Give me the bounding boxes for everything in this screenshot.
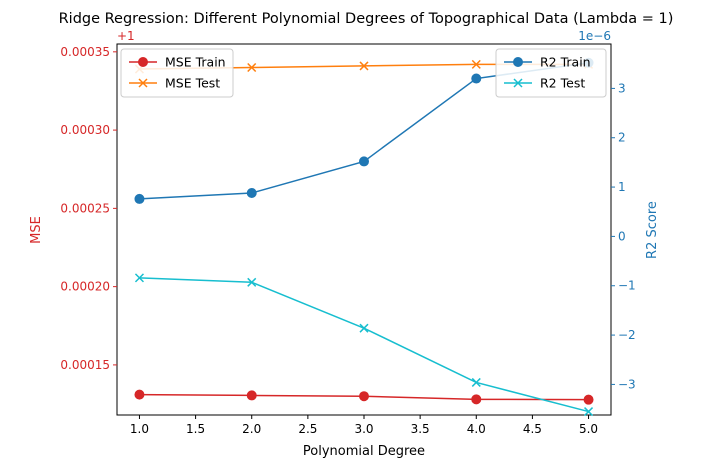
x-axis: 1.0 1.5 2.0 2.5 3.0 3.5 4.0 4.5 5.0 bbox=[130, 415, 598, 436]
legend-r2: R2 Train R2 Test bbox=[495, 48, 607, 98]
y-right-tick-label: 3 bbox=[618, 81, 626, 95]
r2-train-point bbox=[471, 73, 482, 84]
mse-test-point bbox=[471, 59, 481, 69]
chart-title: Ridge Regression: Different Polynomial D… bbox=[59, 11, 674, 27]
legend-mse: MSE Train MSE Test bbox=[120, 48, 234, 98]
mse-train-point bbox=[359, 391, 369, 402]
y-left-tick-label: 0.00035 bbox=[60, 45, 110, 59]
x-tick-label: 4.0 bbox=[467, 422, 486, 436]
y-right-tick-label: −3 bbox=[618, 377, 636, 391]
x-tick-label: 4.5 bbox=[523, 422, 542, 436]
y-right-tick-label: 1 bbox=[618, 180, 626, 194]
legend-label-mse-test: MSE Test bbox=[165, 76, 220, 91]
y-left-tick-label: 0.00025 bbox=[60, 201, 110, 215]
y-left-tick-label: 0.00030 bbox=[60, 123, 110, 137]
legend-marker-mse-train bbox=[138, 57, 148, 67]
mse-train-point bbox=[246, 390, 257, 401]
y-axis-left: 0.00015 0.00020 0.00025 0.00030 0.00035 bbox=[60, 45, 117, 372]
mse-train-point bbox=[471, 394, 482, 405]
r2-test-point bbox=[359, 323, 369, 333]
y-axis-right: −3 −2 −1 0 1 2 3 bbox=[611, 81, 636, 391]
x-tick-label: 2.5 bbox=[298, 422, 317, 436]
r2-test-point bbox=[247, 277, 257, 287]
plot-area bbox=[116, 43, 612, 416]
legend-marker-r2-test bbox=[513, 78, 523, 88]
x-tick-label: 3.5 bbox=[411, 422, 430, 436]
x-tick-label: 1.0 bbox=[130, 422, 149, 436]
mse-test-point bbox=[359, 61, 369, 71]
x-tick-label: 2.0 bbox=[242, 422, 261, 436]
y-right-tick-label: −1 bbox=[618, 279, 636, 293]
y-right-tick-label: −2 bbox=[618, 328, 636, 342]
y-right-tick-label: 0 bbox=[618, 229, 626, 243]
series-layer bbox=[134, 57, 594, 417]
y-axis-left-label: MSE bbox=[29, 216, 44, 244]
r2-train-point bbox=[246, 187, 257, 198]
series-r2-test bbox=[134, 273, 594, 417]
legend-label-r2-train: R2 Train bbox=[540, 55, 591, 70]
r2-train-point bbox=[134, 193, 145, 204]
series-mse-train bbox=[134, 389, 594, 405]
legend-marker-mse-test bbox=[138, 78, 148, 88]
x-axis-label: Polynomial Degree bbox=[303, 444, 425, 459]
x-tick-label: 5.0 bbox=[579, 422, 598, 436]
legend-label-mse-train: MSE Train bbox=[165, 55, 226, 70]
y-right-tick-label: 2 bbox=[618, 131, 626, 145]
r2-test-point bbox=[584, 407, 594, 417]
y-axis-right-offset: 1e−6 bbox=[578, 29, 611, 43]
mse-train-point bbox=[134, 389, 145, 400]
legend-box bbox=[495, 48, 607, 98]
legend-marker-r2-train bbox=[513, 57, 523, 67]
y-axis-right-label: R2 Score bbox=[645, 201, 660, 259]
legend-label-r2-test: R2 Test bbox=[540, 76, 585, 91]
x-tick-label: 1.5 bbox=[186, 422, 205, 436]
legend-box bbox=[120, 48, 234, 98]
y-axis-left-offset: +1 bbox=[117, 29, 135, 43]
mse-test-point bbox=[247, 62, 257, 73]
y-left-tick-label: 0.00015 bbox=[60, 358, 110, 372]
mse-train-point bbox=[583, 394, 594, 405]
r2-train-point bbox=[359, 156, 369, 167]
x-tick-label: 3.0 bbox=[354, 422, 373, 436]
y-left-tick-label: 0.00020 bbox=[60, 280, 110, 294]
r2-test-point bbox=[471, 377, 481, 387]
r2-test-point bbox=[134, 273, 144, 283]
